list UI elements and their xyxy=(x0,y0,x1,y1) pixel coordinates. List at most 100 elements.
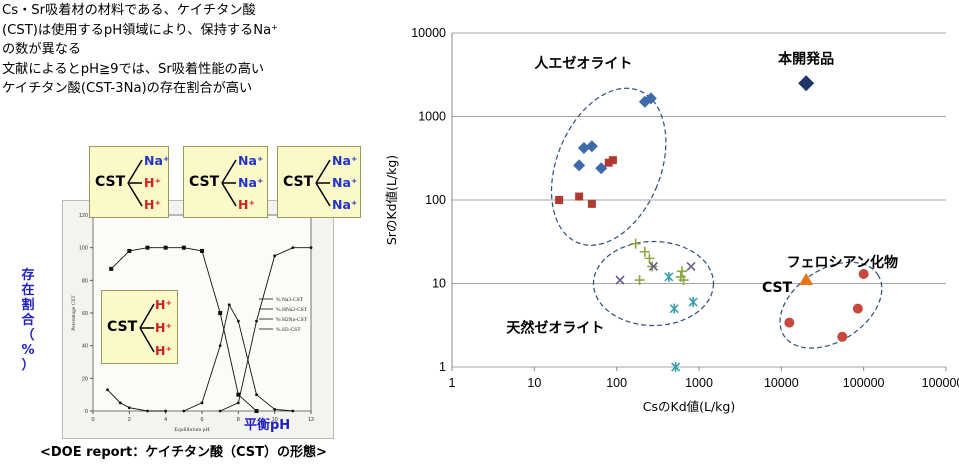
bond-lines xyxy=(221,159,237,207)
ion-label: H⁺ xyxy=(155,343,173,358)
ph-series-point xyxy=(106,388,109,392)
scatter-point xyxy=(647,261,658,272)
scatter-point xyxy=(798,75,815,92)
vertical-char: （ xyxy=(21,328,35,343)
vertical-char: 在 xyxy=(21,283,35,298)
ph-series-point xyxy=(255,393,258,397)
scatter-point xyxy=(669,303,679,314)
ph-series-point xyxy=(218,344,222,348)
ph-series-point xyxy=(236,401,240,405)
callout-na3: CST Na⁺ Na⁺ Na⁺ xyxy=(277,146,361,218)
scatter-point xyxy=(784,317,795,328)
scatter-point xyxy=(664,271,674,282)
ph-series-point xyxy=(236,392,241,397)
callout-cst-label: CST xyxy=(283,174,314,190)
ph-x-tick-label: 2 xyxy=(128,417,131,423)
ph-y-tick-label: 20 xyxy=(82,376,88,382)
ph-series-point xyxy=(309,246,313,250)
intro-line-2: (CST)は使用するpH領域により、保持するNa⁺ xyxy=(2,22,279,38)
ph-y-tick-label: 60 xyxy=(82,311,88,317)
ph-series-point xyxy=(200,401,204,405)
vertical-char: 合 xyxy=(21,313,35,328)
scatter-point xyxy=(555,196,564,204)
x-tick-label: 1000000 xyxy=(922,376,959,390)
scatter-point xyxy=(858,268,869,279)
intro-line-3: の数が異なる xyxy=(2,42,82,57)
vertical-char: 存 xyxy=(21,268,35,283)
ion-label: Na⁺ xyxy=(332,197,358,212)
scatter-point xyxy=(644,253,655,264)
ion-label: H⁺ xyxy=(155,320,173,335)
ph-series-point xyxy=(236,319,240,323)
ph-x-tick-label: 12 xyxy=(308,417,314,423)
scatter-point xyxy=(638,95,651,108)
ph-legend-entry: % Na3-CST xyxy=(276,297,304,303)
callout-h3: CST H⁺ H⁺ H⁺ xyxy=(101,290,178,364)
ph-series-point xyxy=(254,409,259,413)
x-tick-label: 1 xyxy=(449,376,456,390)
ph-series-point xyxy=(291,409,295,413)
natural-zeolite-annotation: 天然ゼオライト xyxy=(506,319,604,336)
ion-label: Na⁺ xyxy=(332,153,358,168)
y-tick-label: 1000 xyxy=(418,110,446,124)
ion-label: H⁺ xyxy=(144,197,162,212)
ph-series-point xyxy=(218,409,222,413)
ph-legend-entry: % HNa2-CST xyxy=(276,307,308,313)
existence-ratio-label: 存 在 割 合 （ % ） xyxy=(20,268,36,373)
x-tick-label: 100000 xyxy=(843,376,885,390)
ph-y-tick-label: 40 xyxy=(82,344,88,350)
x-tick-label: 10000 xyxy=(764,376,799,390)
x-tick-label: 100 xyxy=(606,376,627,390)
scatter-point xyxy=(615,275,625,285)
ion-label: Na⁺ xyxy=(238,153,264,168)
ion-label: H⁺ xyxy=(144,175,162,190)
x-tick-label: 1000 xyxy=(685,376,713,390)
vertical-char: % xyxy=(21,343,35,358)
callout-hna2: CST Na⁺ Na⁺ H⁺ xyxy=(183,146,268,218)
y-tick-label: 10 xyxy=(432,277,446,291)
ph-series-point xyxy=(118,401,122,405)
ph-series-point xyxy=(145,245,150,250)
ph-x-tick-label: 0 xyxy=(91,417,94,423)
scatter-point xyxy=(630,238,641,249)
ph-x-tick-label: 4 xyxy=(164,417,167,423)
ph-series-point xyxy=(163,245,168,250)
ph-series-point xyxy=(146,409,149,413)
ph-y-tick-label: 80 xyxy=(82,278,88,284)
scatter-point xyxy=(634,275,645,286)
ion-label: Na⁺ xyxy=(332,175,358,190)
ph-y-tick-label: 100 xyxy=(79,246,88,252)
vertical-char: 割 xyxy=(21,298,35,313)
ph-x-axis-label: Equilibrium pH xyxy=(175,427,210,433)
kd-scatter-chart: 1 10 100 1000 10000 1 10 100 1000 10000 100000 1000… xyxy=(384,26,959,414)
scatter-point xyxy=(688,297,698,308)
scatter-point xyxy=(686,261,696,272)
ph-y-tick-label: 120 xyxy=(79,213,88,219)
ph-y-axis-label: Percentage CST xyxy=(71,295,77,331)
callout-cst-label: CST xyxy=(95,174,126,190)
ion-label: H⁺ xyxy=(238,197,256,212)
cst-annotation: CST xyxy=(762,280,793,296)
ph-series-point xyxy=(109,266,114,271)
y-axis-title: SrのKd値(L/kg) xyxy=(384,155,399,245)
doe-report-caption: <DOE report：ケイチタン酸（CST）の形態> xyxy=(40,445,327,460)
ph-series-point xyxy=(127,406,131,410)
scatter-point xyxy=(577,141,590,154)
y-tick-label: 10000 xyxy=(411,26,446,40)
ph-series-point xyxy=(227,303,231,307)
ion-label: Na⁺ xyxy=(238,175,264,190)
ferrocyanide-annotation: フェロシアン化物 xyxy=(787,254,898,271)
ion-label: Na⁺ xyxy=(144,153,170,168)
vertical-char: ） xyxy=(21,358,35,373)
ph-series-point xyxy=(273,407,277,411)
callout-cst-label: CST xyxy=(189,174,220,190)
product-annotation: 本開発品 xyxy=(778,50,834,67)
ph-series-point xyxy=(181,245,186,250)
scatter-point xyxy=(678,275,689,286)
ferrocyanide-ellipse xyxy=(779,261,883,349)
ph-series-line xyxy=(183,303,293,412)
ph-speciation-chart: 0 20 40 60 80 100 120 0 2 4 6 8 10 12 Equilibrium pH Pe… xyxy=(62,200,334,439)
y-tick-label: 1 xyxy=(439,360,446,374)
ph-series-point xyxy=(291,246,295,250)
scatter-point xyxy=(608,156,617,165)
